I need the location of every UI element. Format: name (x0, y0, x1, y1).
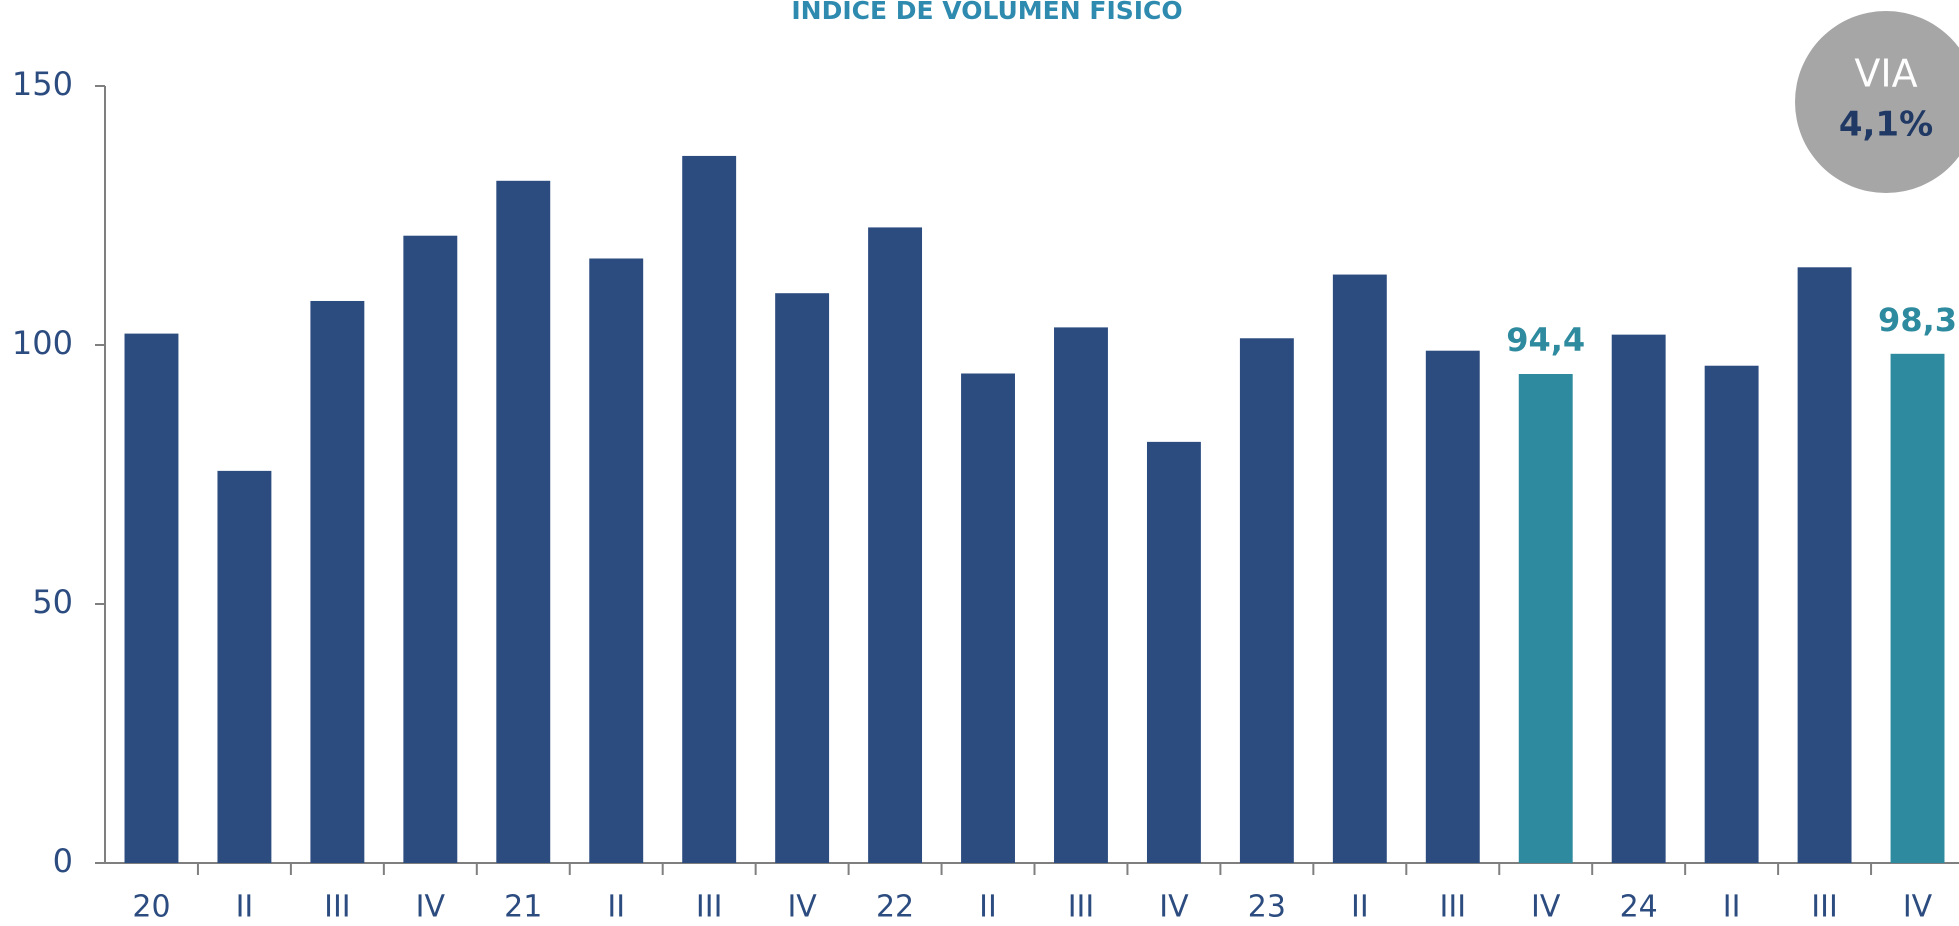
x-tick-label: III (696, 890, 723, 925)
x-tick-label: II (607, 890, 625, 925)
x-tick-label: 24 (1620, 890, 1658, 925)
bar (1518, 374, 1573, 863)
x-tick-label: 22 (876, 890, 914, 925)
x-tick-label: IV (1903, 890, 1933, 925)
y-tick-label: 150 (12, 65, 73, 103)
bar (1890, 353, 1945, 863)
bar (1704, 365, 1759, 863)
bar (1797, 267, 1852, 863)
data-label: 98,3 (1878, 301, 1957, 339)
badge-value: 4,1% (1839, 105, 1933, 145)
x-tick-label: III (1440, 890, 1467, 925)
bar (403, 235, 458, 863)
chart-title: ÍNDICE DE VOLUMEN FÍSICO (791, 0, 1182, 25)
bar (1054, 327, 1108, 863)
bar (124, 333, 179, 863)
bar (961, 373, 1015, 863)
bar (310, 300, 365, 864)
y-tick-label: 100 (12, 324, 73, 362)
x-tick-label: III (1811, 890, 1838, 925)
x-tick-label: II (1723, 890, 1741, 925)
badge-label: VIA (1854, 52, 1917, 96)
bar (1146, 441, 1201, 863)
bar (1611, 334, 1666, 863)
bar (496, 180, 551, 863)
x-tick-label: IV (787, 890, 817, 925)
bar (217, 470, 272, 863)
bar (1425, 350, 1480, 863)
x-tick-label: II (1351, 890, 1369, 925)
x-tick-label: IV (1159, 890, 1189, 925)
x-tick-label: II (236, 890, 254, 925)
bar (1332, 274, 1387, 863)
x-tick-label: IV (1531, 890, 1561, 925)
x-tick-label: 21 (504, 890, 542, 925)
bar (589, 258, 644, 863)
x-tick-label: III (324, 890, 351, 925)
y-tick-label: 0 (53, 842, 73, 880)
x-tick-label: III (1068, 890, 1095, 925)
data-label: 94,4 (1506, 321, 1585, 359)
bar (775, 293, 830, 863)
bar (1239, 338, 1294, 863)
x-tick-label: IV (416, 890, 446, 925)
x-tick-label: 23 (1248, 890, 1286, 925)
bar (682, 155, 737, 863)
x-tick-label: 20 (132, 890, 170, 925)
bar (868, 227, 923, 863)
badge-circle (1795, 11, 1959, 193)
x-tick-label: II (979, 890, 997, 925)
y-tick-label: 50 (32, 583, 73, 621)
